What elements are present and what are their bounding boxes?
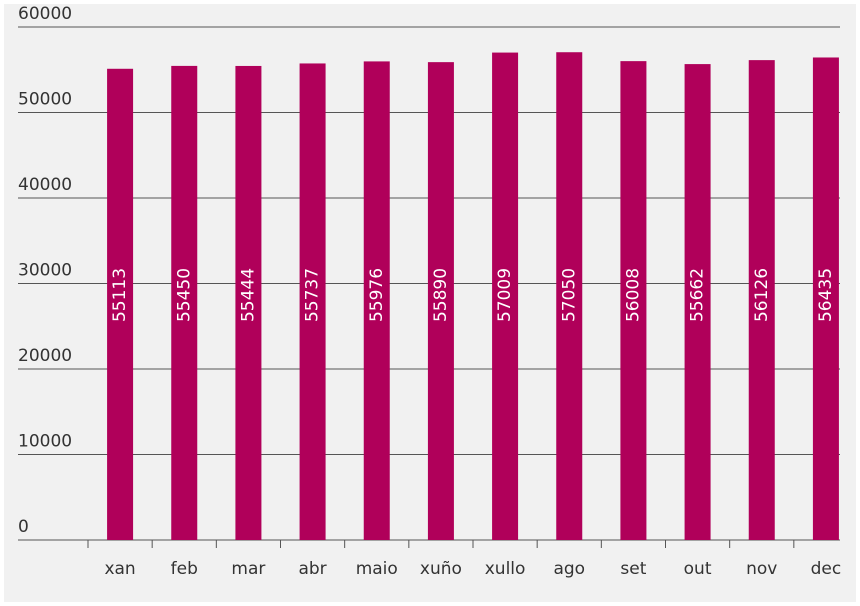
x-tick-label: mar [231, 559, 265, 579]
bar [427, 62, 454, 540]
value-label: 56435 [816, 268, 836, 322]
value-label: 55890 [431, 268, 451, 322]
y-tick-label: 60000 [18, 4, 72, 24]
y-tick-label: 50000 [18, 90, 72, 110]
x-tick-label: xullo [485, 559, 526, 579]
y-tick-label: 20000 [18, 346, 72, 366]
bar [363, 61, 390, 540]
x-tick-label: set [620, 559, 646, 579]
bar [235, 65, 262, 540]
value-label: 56008 [623, 268, 643, 322]
bar [107, 68, 134, 541]
bar [684, 64, 711, 540]
y-tick-label: 30000 [18, 261, 72, 281]
value-label: 55444 [238, 268, 258, 322]
value-label: 55662 [688, 268, 708, 322]
x-tick-label: dec [811, 559, 842, 579]
value-label: 56126 [752, 268, 772, 322]
bar [620, 61, 647, 541]
y-tick-label: 0 [18, 517, 29, 537]
bar [748, 60, 775, 540]
x-tick-label: nov [746, 559, 777, 579]
y-tick-label: 10000 [18, 432, 72, 452]
value-label: 55976 [367, 268, 387, 322]
y-tick-label: 40000 [18, 175, 72, 195]
value-label: 55450 [174, 268, 194, 322]
bar [492, 52, 519, 540]
x-tick-label: xuño [420, 559, 462, 579]
value-label: 57050 [559, 268, 579, 322]
value-label: 55737 [303, 268, 323, 322]
bar [556, 52, 583, 540]
x-tick-label: maio [356, 559, 398, 579]
bar [299, 63, 326, 541]
value-label: 55113 [110, 268, 130, 322]
x-tick-label: xan [104, 559, 135, 579]
x-tick-label: feb [171, 559, 198, 579]
x-tick-label: abr [298, 559, 326, 579]
bar [171, 65, 198, 540]
bar [812, 57, 839, 541]
value-label: 57009 [495, 268, 515, 322]
x-tick-label: ago [553, 559, 585, 579]
x-tick-label: out [684, 559, 712, 579]
